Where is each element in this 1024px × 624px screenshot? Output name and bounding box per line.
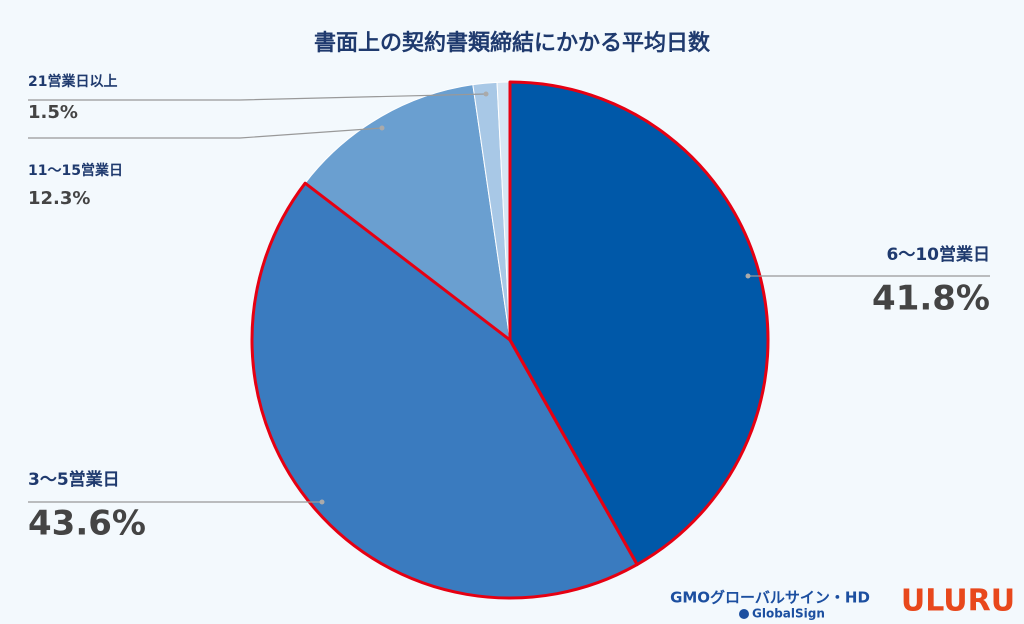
value-label: 1.5% <box>28 102 78 123</box>
logo-gmo: GMOグローバルサイン・HD <box>670 589 870 607</box>
leader-dot <box>745 273 751 279</box>
logo-icon <box>739 609 749 619</box>
leader-dot <box>379 125 385 131</box>
value-label: 43.6% <box>28 504 146 544</box>
category-label: 6〜10営業日 <box>887 244 991 265</box>
leader-dot <box>483 91 489 97</box>
chart-title: 書面上の契約書類締結にかかる平均日数 <box>314 30 711 56</box>
logo-uluru: ULURU <box>901 584 1015 619</box>
category-label: 11〜15営業日 <box>28 162 123 179</box>
value-label: 12.3% <box>28 188 90 209</box>
pie <box>250 80 770 600</box>
slice-highlight <box>250 181 639 600</box>
value-label: 41.8% <box>872 279 990 319</box>
leader-line <box>28 93 487 101</box>
category-label: 21営業日以上 <box>28 73 117 90</box>
leader-dot <box>319 499 325 505</box>
category-label: 3〜5営業日 <box>28 469 120 490</box>
pie-slice <box>304 84 511 342</box>
slice-highlight <box>508 80 770 567</box>
labels: 6〜10営業日 41.8% 3〜5営業日 43.6% 11〜15営業日 12.3% 21営業… <box>28 73 990 544</box>
leader-line <box>28 127 383 139</box>
logo-globalsign: GlobalSign <box>752 607 825 621</box>
